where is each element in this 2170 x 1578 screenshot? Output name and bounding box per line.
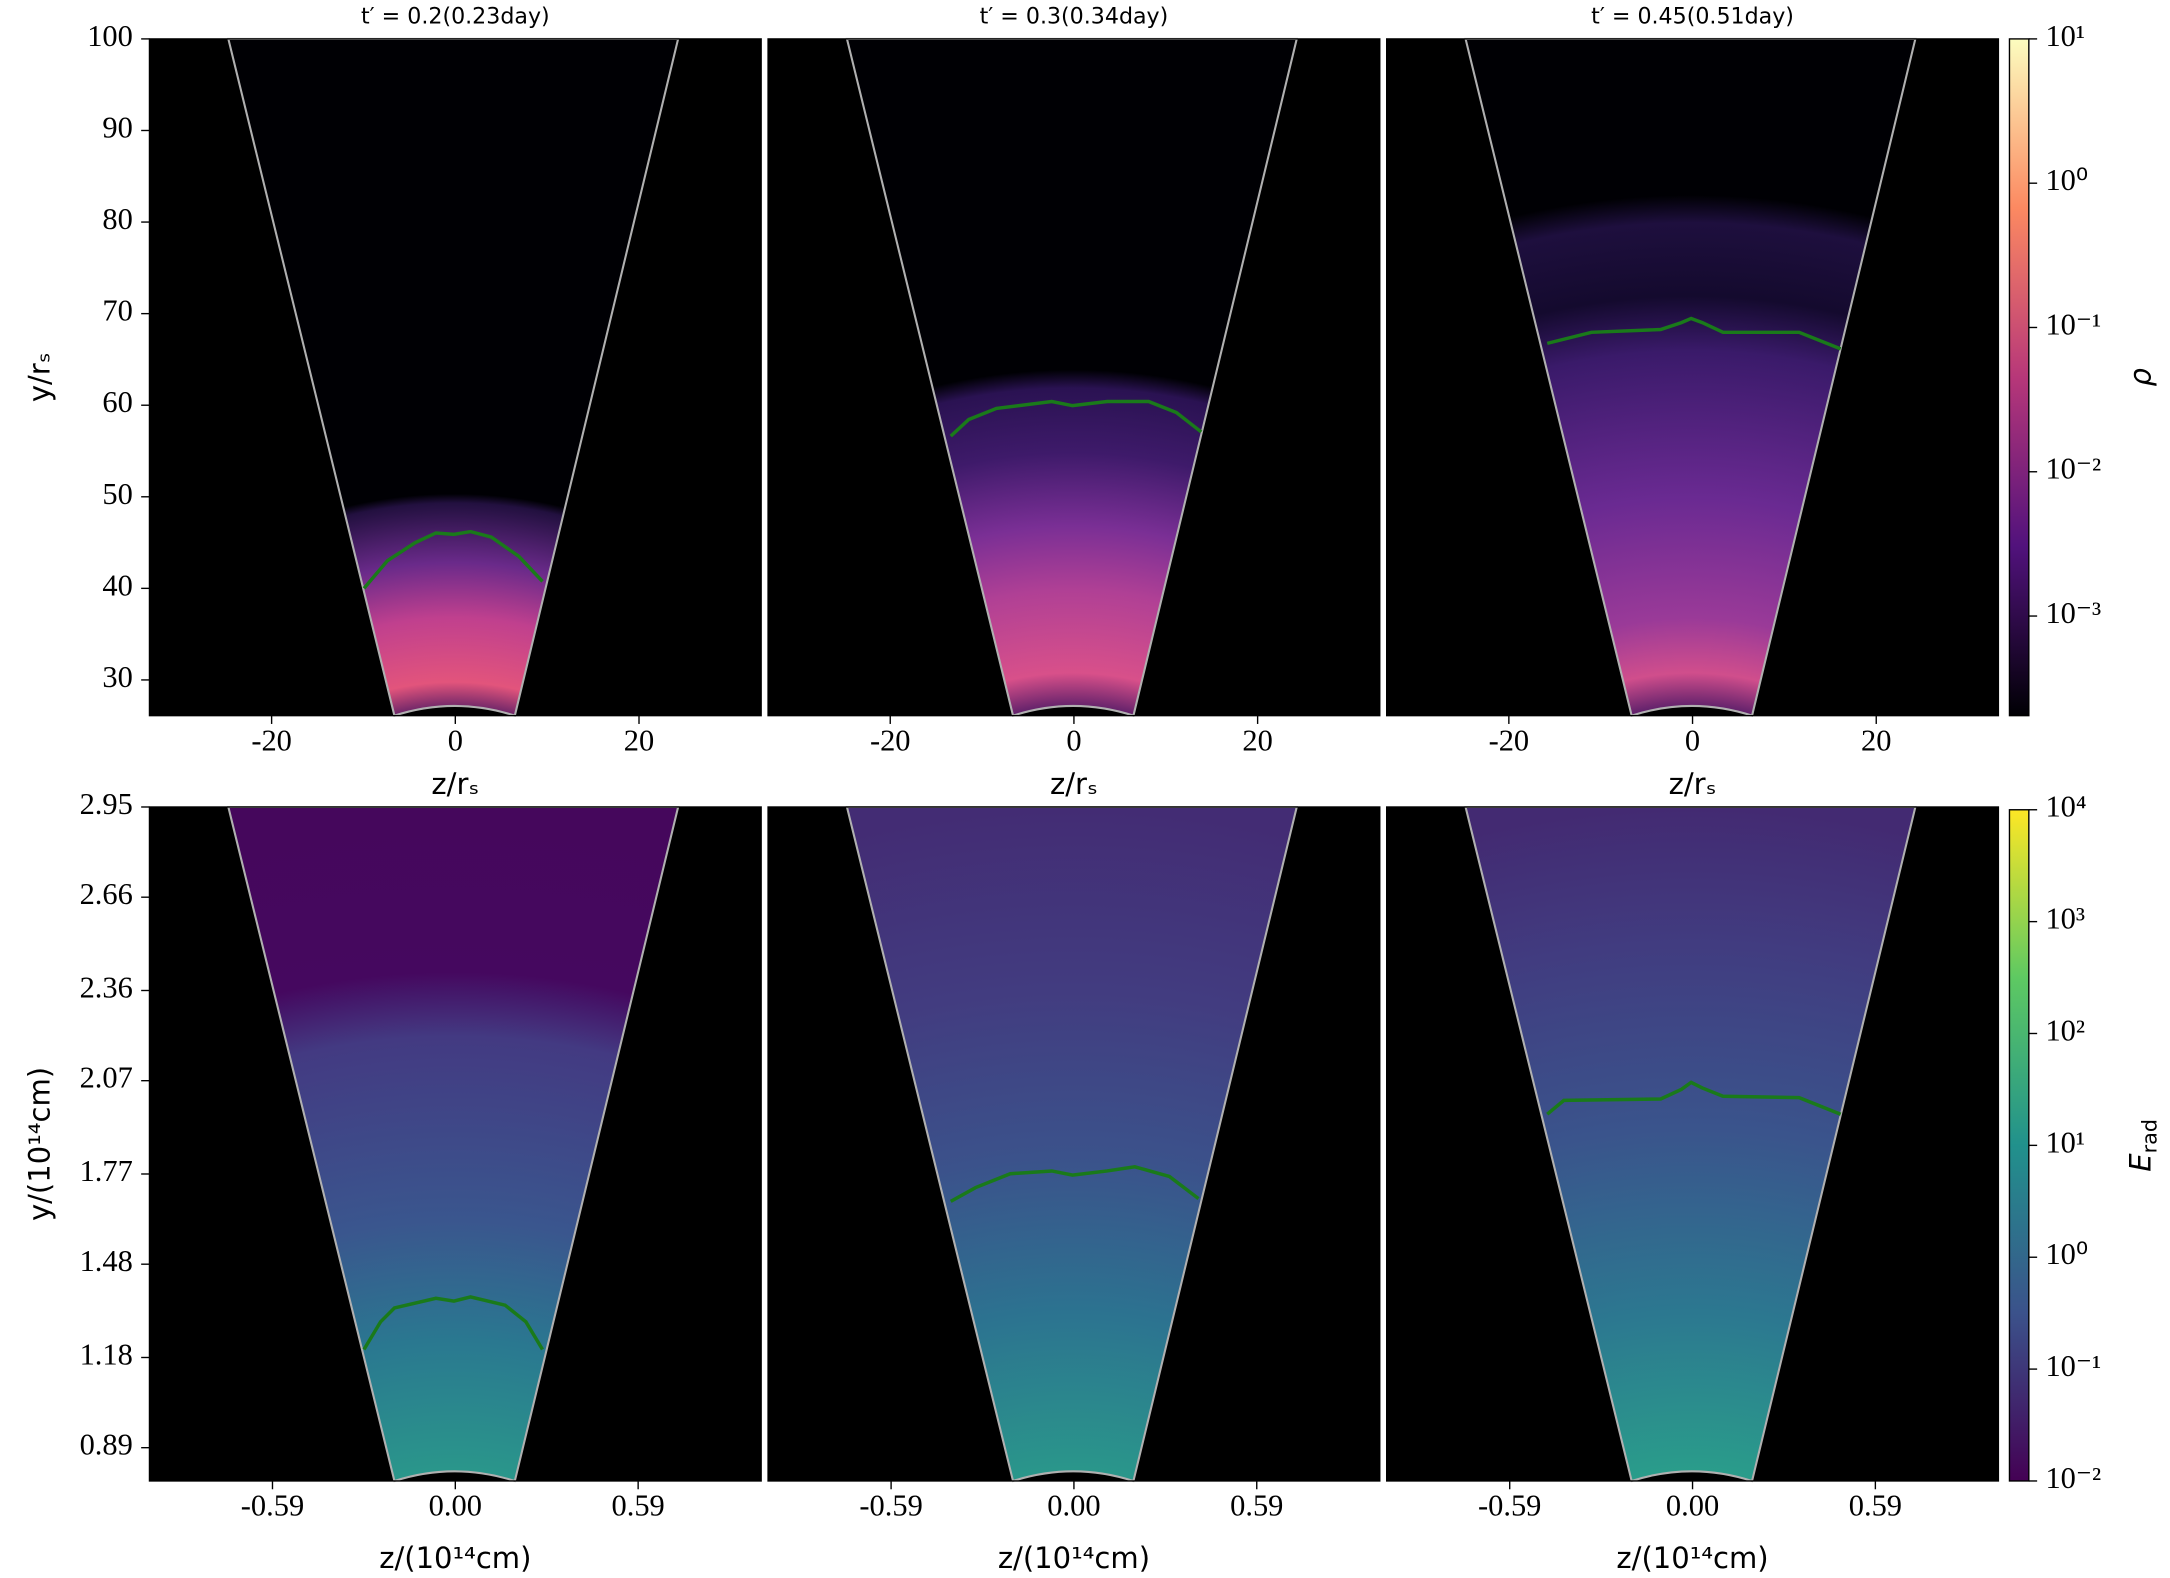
x-tick-label: -20	[251, 723, 292, 757]
panel-title: t′ = 0.3(0.34day)	[980, 3, 1169, 29]
y-tick-label: 60	[102, 385, 132, 419]
x-tick-label: 0	[1066, 723, 1081, 757]
x-tick-label: 0.00	[1047, 1489, 1100, 1523]
colorbar-tick-label: 10⁻¹	[2045, 307, 2101, 341]
y-tick-label: 1.48	[80, 1244, 133, 1278]
y-tick-label: 50	[102, 477, 132, 511]
contour-line	[949, 1165, 1200, 1203]
x-tick-label: 0.00	[429, 1489, 482, 1523]
colorbar-tick-label: 10⁰	[2045, 163, 2088, 197]
x-axis-label: z/(10¹⁴cm)	[1616, 1541, 1768, 1575]
x-tick-label: -20	[870, 723, 911, 757]
colorbar-tick-label: 10²	[2045, 1013, 2085, 1047]
x-tick-label: 0.00	[1666, 1489, 1719, 1523]
y-tick-label: 1.77	[80, 1154, 133, 1188]
colorbar-label: Erad	[2123, 1119, 2161, 1172]
colorbar-tick-label: 10⁻³	[2045, 596, 2101, 630]
x-axis-label: z/(10¹⁴cm)	[998, 1541, 1150, 1575]
contour-line	[949, 399, 1203, 438]
y-axis-label: y/(10¹⁴cm)	[23, 1067, 57, 1221]
panel-title: t′ = 0.45(0.51day)	[1591, 3, 1794, 29]
simulation-image	[846, 38, 1297, 716]
simulation-image	[228, 806, 679, 1481]
colorbar-tick-label: 10⁰	[2045, 1237, 2088, 1271]
x-tick-label: 0.59	[1230, 1489, 1283, 1523]
simulation-image	[846, 806, 1297, 1481]
x-axis-label: z/rₛ	[431, 767, 479, 801]
y-tick-label: 2.66	[80, 877, 133, 911]
x-tick-label: 0	[1685, 723, 1700, 757]
x-tick-label: -0.59	[1478, 1489, 1541, 1523]
colorbar-tick-label: 10¹	[2045, 1125, 2085, 1159]
x-tick-label: 20	[1242, 723, 1272, 757]
y-tick-label: 2.07	[80, 1061, 133, 1095]
colorbar-tick-label: 10⁴	[2045, 790, 2086, 824]
x-tick-label: -20	[1489, 723, 1530, 757]
colorbar	[2008, 38, 2030, 717]
y-tick-label: 100	[87, 19, 133, 53]
contour-line	[1546, 316, 1842, 351]
x-tick-label: 0.59	[612, 1489, 665, 1523]
y-tick-label: 90	[102, 110, 132, 144]
colorbar-tick-label: 10¹	[2045, 19, 2085, 53]
x-tick-label: 20	[1861, 723, 1891, 757]
colorbar-tick-label: 10⁻²	[2045, 1461, 2101, 1495]
colorbar-label-subscript: rad	[2138, 1119, 2162, 1153]
simulation-image	[1465, 38, 1916, 716]
y-tick-label: 2.36	[80, 970, 133, 1004]
simulation-image	[1465, 806, 1916, 1481]
panel-title: t′ = 0.2(0.23day)	[361, 3, 550, 29]
x-axis-label: z/(10¹⁴cm)	[379, 1541, 531, 1575]
y-tick-label: 0.89	[80, 1428, 133, 1462]
x-tick-label: 0.59	[1849, 1489, 1902, 1523]
contour-line	[362, 1295, 544, 1351]
colorbar-label-base: E	[2123, 1153, 2157, 1172]
y-tick-label: 2.95	[80, 787, 133, 821]
colorbar-label: ρ	[2123, 368, 2157, 387]
contour-line	[1546, 1080, 1842, 1116]
y-tick-label: 70	[102, 294, 132, 328]
simulation-image	[228, 38, 679, 716]
y-axis-label: y/rₛ	[23, 352, 57, 402]
colorbar-tick-label: 10⁻²	[2045, 452, 2101, 486]
x-tick-label: -0.59	[859, 1489, 922, 1523]
y-tick-label: 1.18	[80, 1337, 133, 1371]
colorbar	[2008, 809, 2030, 1482]
x-tick-label: 0	[448, 723, 463, 757]
y-tick-label: 40	[102, 568, 132, 602]
x-axis-label: z/rₛ	[1050, 767, 1098, 801]
colorbar-tick-label: 10⁻¹	[2045, 1349, 2101, 1383]
contour-line	[362, 529, 544, 590]
y-tick-label: 80	[102, 202, 132, 236]
x-tick-label: -0.59	[241, 1489, 304, 1523]
colorbar-tick-label: 10³	[2045, 902, 2085, 936]
y-tick-label: 30	[102, 660, 132, 694]
x-tick-label: 20	[624, 723, 654, 757]
x-axis-label: z/rₛ	[1669, 767, 1717, 801]
